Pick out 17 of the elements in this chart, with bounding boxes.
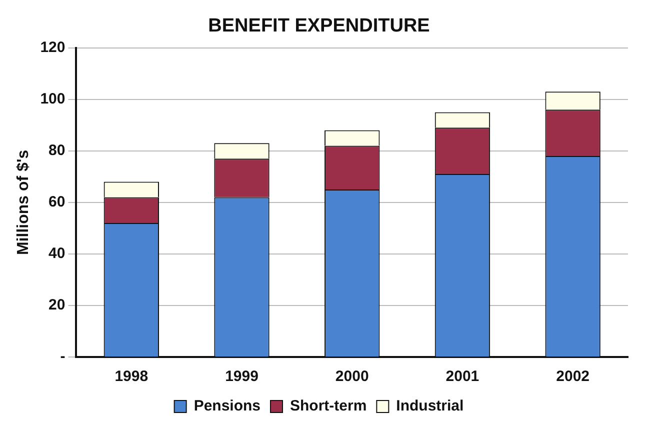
x-tick-label: 2001 — [446, 368, 480, 386]
y-tick-label: 20 — [48, 296, 66, 314]
y-tick-label: 100 — [40, 90, 66, 108]
legend-label: Industrial — [396, 398, 464, 415]
y-tick-label: - — [60, 348, 66, 366]
y-tick-label: 60 — [48, 194, 66, 211]
x-tick-label: 2000 — [335, 368, 369, 386]
y-tick-label: 120 — [40, 38, 66, 56]
legend-label: Pensions — [194, 398, 261, 415]
x-tick-label: 1998 — [114, 368, 148, 386]
legend-label: Short-term — [290, 398, 367, 415]
y-tick-label: 40 — [48, 245, 66, 262]
x-tick-label: 2002 — [556, 368, 590, 386]
y-axis-title: Millions of $'s — [15, 150, 32, 255]
y-tick-label: 80 — [48, 142, 66, 160]
chart-title: BENEFIT EXPENDITURE — [208, 16, 430, 37]
x-tick-label: 1999 — [225, 368, 258, 386]
